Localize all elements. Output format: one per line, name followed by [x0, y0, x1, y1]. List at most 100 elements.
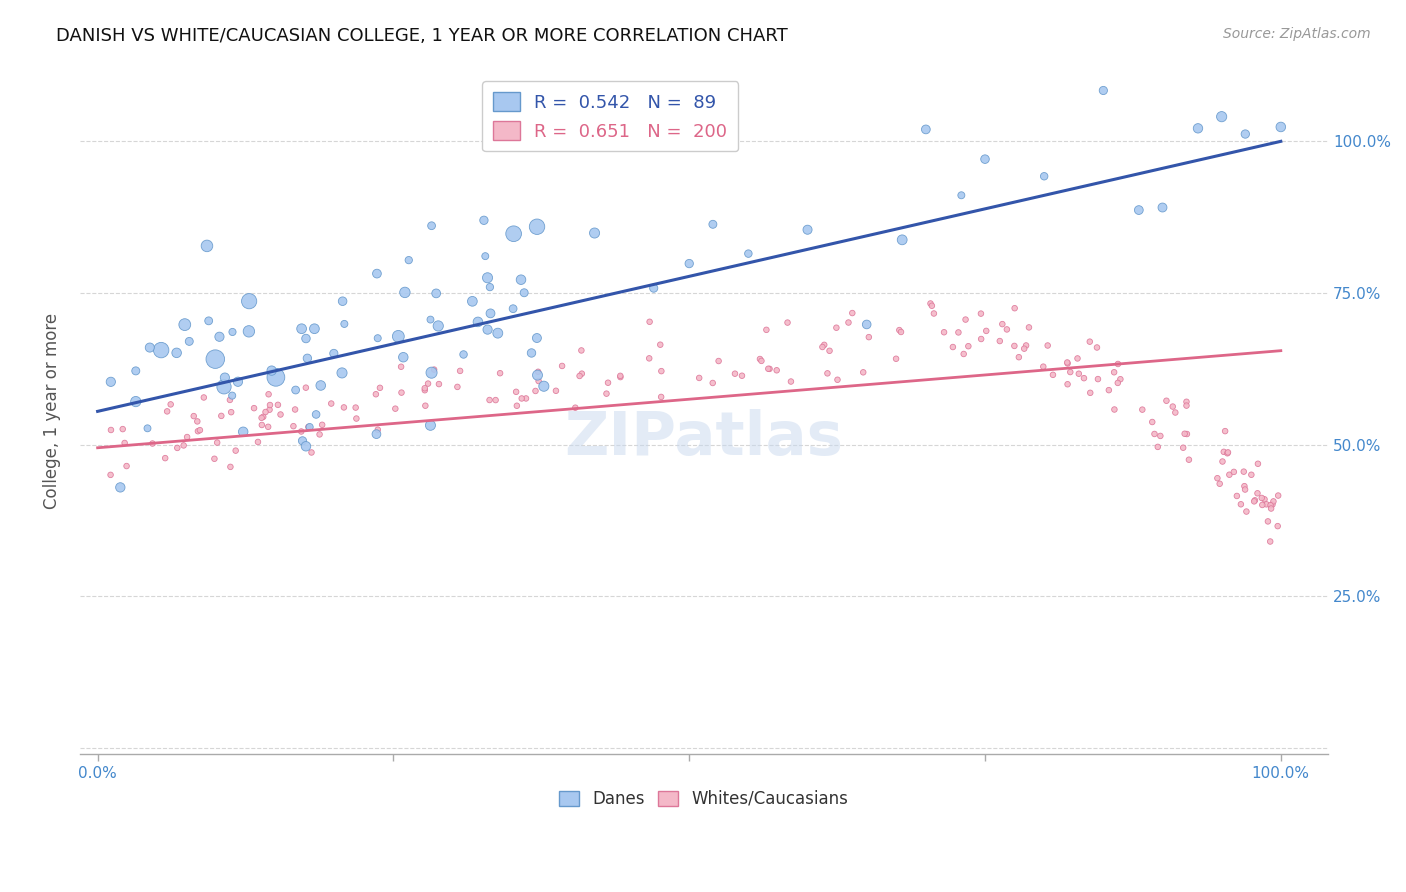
Point	[291, 434, 314, 448]
Point	[884, 351, 907, 366]
Point	[1130, 402, 1153, 417]
Point	[419, 418, 441, 433]
Point	[564, 401, 586, 415]
Point	[818, 343, 841, 358]
Point	[427, 318, 450, 333]
Point	[330, 366, 353, 380]
Point	[852, 365, 875, 379]
Point	[510, 392, 533, 406]
Point	[344, 411, 367, 425]
Point	[1098, 383, 1121, 397]
Point	[1206, 471, 1229, 485]
Point	[638, 315, 661, 329]
Point	[267, 398, 290, 412]
Point	[817, 367, 839, 381]
Point	[1230, 497, 1253, 511]
Point	[1263, 494, 1285, 508]
Point	[284, 402, 307, 417]
Point	[974, 152, 997, 166]
Point	[571, 343, 593, 358]
Point	[141, 436, 163, 450]
Point	[477, 323, 499, 337]
Point	[419, 312, 441, 326]
Point	[1143, 427, 1166, 442]
Point	[841, 306, 863, 320]
Point	[1078, 385, 1101, 400]
Point	[942, 340, 965, 354]
Point	[114, 436, 136, 450]
Point	[526, 368, 548, 383]
Point	[1174, 426, 1197, 441]
Point	[1036, 338, 1059, 352]
Point	[506, 399, 529, 413]
Point	[1067, 367, 1090, 381]
Point	[751, 354, 773, 368]
Point	[420, 219, 443, 233]
Point	[264, 370, 287, 384]
Point	[415, 399, 437, 413]
Point	[515, 392, 537, 406]
Point	[246, 434, 269, 449]
Point	[991, 317, 1014, 331]
Point	[232, 425, 254, 439]
Point	[952, 347, 974, 361]
Point	[467, 315, 489, 329]
Point	[1216, 445, 1239, 459]
Point	[416, 376, 439, 391]
Point	[204, 352, 226, 367]
Point	[413, 383, 436, 397]
Point	[995, 322, 1018, 336]
Point	[368, 381, 391, 395]
Point	[309, 378, 332, 392]
Point	[915, 122, 938, 136]
Point	[1018, 320, 1040, 334]
Point	[1146, 440, 1168, 454]
Point	[1056, 355, 1078, 369]
Point	[551, 359, 574, 373]
Point	[1256, 497, 1278, 511]
Point	[238, 294, 260, 309]
Point	[1240, 467, 1263, 482]
Text: DANISH VS WHITE/CAUCASIAN COLLEGE, 1 YEAR OR MORE CORRELATION CHART: DANISH VS WHITE/CAUCASIAN COLLEGE, 1 YEA…	[56, 27, 787, 45]
Point	[502, 301, 524, 316]
Point	[219, 392, 242, 407]
Point	[609, 368, 631, 383]
Point	[765, 363, 787, 377]
Point	[221, 389, 243, 403]
Point	[1253, 492, 1275, 507]
Point	[260, 363, 283, 377]
Point	[179, 334, 201, 349]
Point	[250, 417, 273, 432]
Point	[1142, 415, 1164, 429]
Point	[921, 299, 943, 313]
Point	[208, 330, 231, 344]
Point	[1213, 424, 1236, 438]
Point	[1251, 498, 1274, 512]
Point	[780, 375, 803, 389]
Point	[391, 385, 413, 400]
Point	[650, 337, 672, 351]
Point	[413, 381, 436, 395]
Point	[922, 306, 945, 320]
Point	[486, 326, 509, 340]
Point	[333, 401, 356, 415]
Point	[270, 408, 292, 422]
Point	[1156, 393, 1178, 408]
Point	[1175, 394, 1198, 409]
Point	[1012, 342, 1035, 356]
Point	[1042, 368, 1064, 382]
Point	[477, 270, 499, 285]
Point	[1152, 201, 1174, 215]
Point	[1015, 338, 1038, 352]
Point	[304, 322, 326, 336]
Point	[209, 409, 232, 423]
Point	[111, 422, 134, 436]
Point	[384, 401, 406, 416]
Point	[298, 420, 321, 434]
Point	[1175, 399, 1198, 413]
Point	[526, 219, 548, 234]
Point	[1218, 467, 1240, 482]
Point	[638, 351, 661, 366]
Point	[1059, 365, 1081, 379]
Point	[479, 306, 502, 320]
